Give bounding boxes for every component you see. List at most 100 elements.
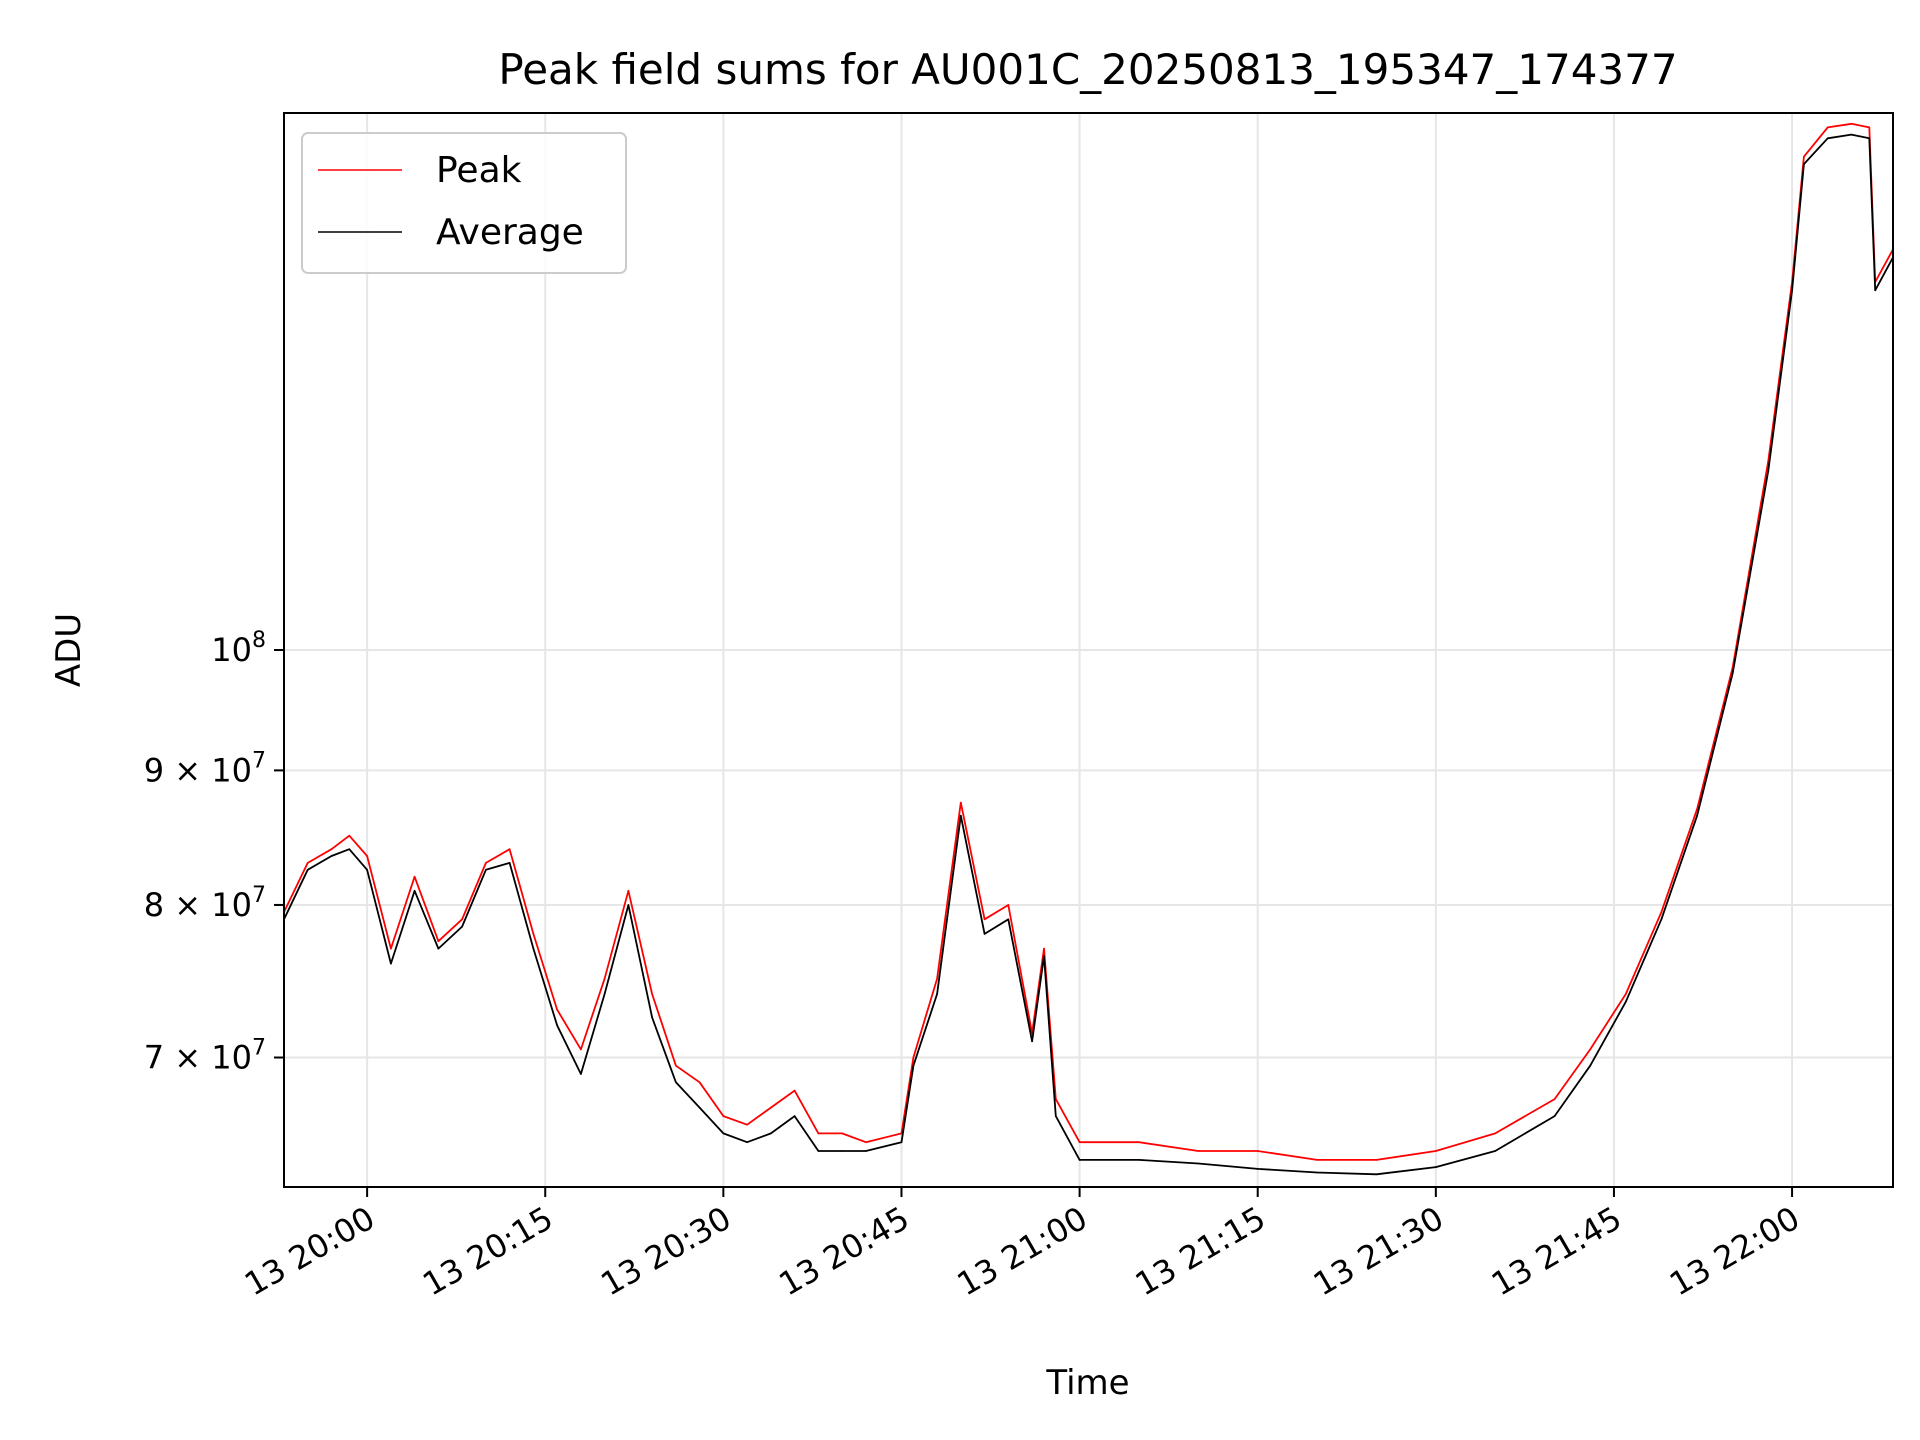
data-point-peak <box>1078 1141 1081 1143</box>
legend-box <box>301 132 627 274</box>
data-point-average <box>1803 163 1805 165</box>
data-point-average <box>1007 918 1010 921</box>
data-point-peak <box>983 918 986 921</box>
y-tick-label: 108 <box>211 628 266 669</box>
data-point-peak <box>508 848 511 850</box>
data-point-peak <box>746 1123 748 1126</box>
data-point-average <box>1197 1162 1200 1165</box>
data-point-average <box>1375 1173 1378 1176</box>
x-axis-label: Time <box>1045 1363 1129 1403</box>
data-point-average <box>746 1141 748 1143</box>
data-point-peak <box>1494 1132 1496 1135</box>
data-point-average <box>1031 1040 1033 1043</box>
data-point-average <box>651 1016 653 1019</box>
data-point-peak <box>793 1089 796 1092</box>
y-tick-label: 8 × 107 <box>144 883 266 924</box>
data-point-average <box>912 1064 915 1067</box>
data-point-average <box>817 1150 820 1152</box>
data-point-peak <box>1553 1098 1556 1100</box>
data-point-average <box>390 962 392 965</box>
data-point-peak <box>306 862 309 864</box>
data-point-peak <box>936 977 938 980</box>
data-point-average <box>770 1132 772 1135</box>
data-point-peak <box>390 947 392 950</box>
data-point-average <box>1494 1150 1496 1152</box>
data-point-average <box>1055 1115 1057 1117</box>
legend-label-peak: Peak <box>436 150 522 191</box>
data-point-peak <box>912 1056 915 1059</box>
data-point-average <box>485 869 487 871</box>
data-point-peak <box>1826 126 1829 129</box>
data-point-peak <box>1138 1141 1140 1143</box>
data-point-peak <box>1435 1150 1437 1152</box>
data-point-average <box>413 890 416 892</box>
data-point-peak <box>580 1048 582 1051</box>
data-point-average <box>1731 672 1734 674</box>
data-point-average <box>556 1024 558 1027</box>
data-point-average <box>1660 918 1663 921</box>
data-point-peak <box>675 1064 677 1067</box>
data-point-peak <box>1660 911 1663 913</box>
data-point-average <box>675 1081 677 1084</box>
data-point-average <box>1868 137 1871 140</box>
data-point-peak <box>1197 1150 1200 1152</box>
data-point-peak <box>1375 1159 1378 1161</box>
data-point-peak <box>461 918 463 921</box>
data-point-peak <box>698 1081 701 1084</box>
data-point-peak <box>1256 1150 1259 1152</box>
data-point-average <box>698 1106 701 1109</box>
data-point-average <box>1625 1001 1627 1003</box>
data-point-peak <box>1007 904 1010 906</box>
data-point-average <box>1553 1115 1556 1117</box>
y-axis-ticks: 7 × 107 8 × 107 9 × 107 108 <box>144 628 284 1077</box>
data-point-peak <box>960 801 962 804</box>
data-point-peak <box>532 933 535 935</box>
data-point-peak <box>841 1132 843 1135</box>
data-point-peak <box>485 862 487 864</box>
data-point-peak <box>1043 947 1045 950</box>
data-point-average <box>722 1132 725 1135</box>
y-axis-label: ADU <box>49 613 89 687</box>
data-point-average <box>983 933 986 935</box>
data-point-average <box>1826 137 1829 140</box>
data-point-average <box>627 904 630 906</box>
data-point-average <box>1138 1159 1140 1161</box>
data-point-average <box>508 862 511 864</box>
data-point-peak <box>1868 126 1871 129</box>
data-point-average <box>1767 469 1770 472</box>
data-point-average <box>1316 1171 1318 1174</box>
data-point-peak <box>1803 155 1805 158</box>
data-point-average <box>1850 133 1853 136</box>
data-point-peak <box>1589 1048 1591 1051</box>
data-point-peak <box>330 848 333 850</box>
data-point-peak <box>817 1132 820 1135</box>
data-point-average <box>348 848 351 850</box>
data-point-peak <box>1316 1159 1318 1161</box>
data-point-peak <box>366 855 368 857</box>
data-point-average <box>841 1150 843 1152</box>
data-point-average <box>1078 1159 1081 1161</box>
data-point-average <box>1696 814 1698 817</box>
data-point-peak <box>722 1115 725 1117</box>
data-point-average <box>437 947 440 950</box>
series-lines <box>283 122 1894 1176</box>
grid <box>284 113 1893 1187</box>
data-point-average <box>1256 1168 1259 1170</box>
data-point-peak <box>770 1106 772 1109</box>
data-point-average <box>1874 289 1876 292</box>
data-point-peak <box>413 875 416 878</box>
data-point-average <box>603 993 606 995</box>
data-point-peak <box>1625 993 1627 995</box>
data-point-average <box>461 925 463 928</box>
data-point-average <box>306 869 309 871</box>
data-point-peak <box>865 1141 867 1143</box>
y-tick-label: 9 × 107 <box>144 748 266 789</box>
data-point-peak <box>651 993 653 995</box>
data-point-average <box>900 1141 903 1143</box>
data-point-average <box>366 869 368 871</box>
chart-title: Peak field sums for AU001C_20250813_1953… <box>498 45 1677 94</box>
data-point-average <box>1043 955 1045 957</box>
data-point-average <box>1435 1166 1437 1168</box>
data-point-peak <box>603 977 606 980</box>
data-point-average <box>936 993 938 995</box>
